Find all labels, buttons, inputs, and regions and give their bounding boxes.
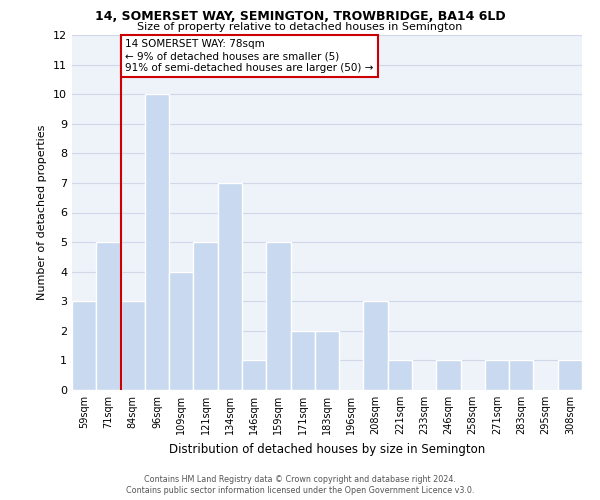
Bar <box>558 360 582 390</box>
Bar <box>242 360 266 390</box>
Bar <box>169 272 193 390</box>
X-axis label: Distribution of detached houses by size in Semington: Distribution of detached houses by size … <box>169 442 485 456</box>
Bar <box>485 360 509 390</box>
Text: Contains public sector information licensed under the Open Government Licence v3: Contains public sector information licen… <box>126 486 474 495</box>
Bar <box>364 301 388 390</box>
Bar <box>72 301 96 390</box>
Bar <box>266 242 290 390</box>
Bar <box>436 360 461 390</box>
Bar <box>145 94 169 390</box>
Bar <box>315 331 339 390</box>
Text: 14, SOMERSET WAY, SEMINGTON, TROWBRIDGE, BA14 6LD: 14, SOMERSET WAY, SEMINGTON, TROWBRIDGE,… <box>95 10 505 23</box>
Text: Contains HM Land Registry data © Crown copyright and database right 2024.: Contains HM Land Registry data © Crown c… <box>144 475 456 484</box>
Bar <box>290 331 315 390</box>
Bar <box>388 360 412 390</box>
Text: 14 SOMERSET WAY: 78sqm
← 9% of detached houses are smaller (5)
91% of semi-detac: 14 SOMERSET WAY: 78sqm ← 9% of detached … <box>125 40 374 72</box>
Bar <box>96 242 121 390</box>
Bar <box>509 360 533 390</box>
Bar <box>218 183 242 390</box>
Bar <box>121 301 145 390</box>
Y-axis label: Number of detached properties: Number of detached properties <box>37 125 47 300</box>
Text: Size of property relative to detached houses in Semington: Size of property relative to detached ho… <box>137 22 463 32</box>
Bar <box>193 242 218 390</box>
